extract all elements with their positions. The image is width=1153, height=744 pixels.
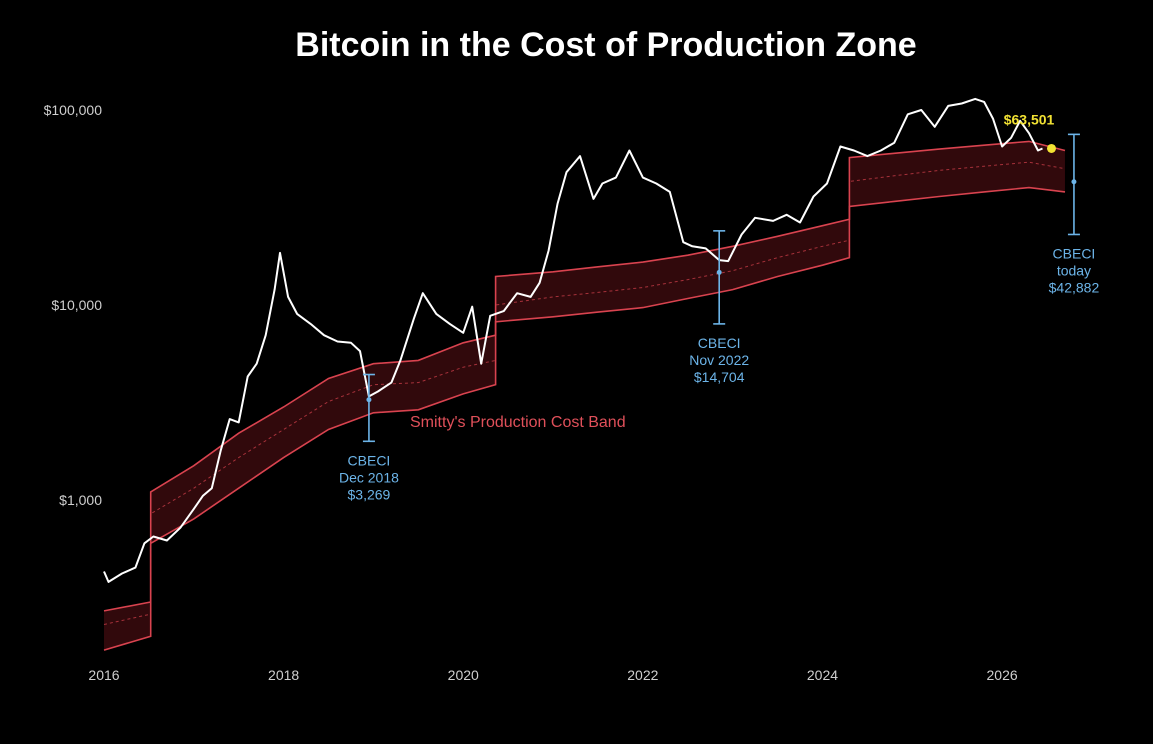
band-fill: [104, 141, 1065, 651]
cbeci-label-line: CBECI: [1053, 245, 1096, 261]
cbeci-value-dot: [716, 269, 722, 275]
band-label: Smitty's Production Cost Band: [410, 414, 626, 431]
cbeci-label-line: Nov 2022: [689, 352, 749, 368]
cbeci-label-line: CBECI: [348, 452, 391, 468]
band-lower-line: [103, 186, 1066, 651]
production-cost-band: [103, 140, 1066, 651]
x-tick-label: 2022: [627, 667, 658, 683]
current-price-dot: [1046, 143, 1056, 153]
axes: 2016 2018 2020 2022 2024 2026 $1,000 $10,000 $10…: [44, 102, 1018, 683]
cbeci-value-dot: [366, 397, 372, 403]
price-series: [103, 97, 1056, 583]
cbeci-label-line: CBECI: [698, 335, 741, 351]
x-tick-label: 2016: [88, 667, 119, 683]
current-price-label: $63,501: [1004, 111, 1055, 127]
band-mid-line: [103, 161, 1066, 625]
x-tick-label: 2024: [807, 667, 838, 683]
chart-title: Bitcoin in the Cost of Production Zone: [295, 26, 916, 64]
band-upper-line: [103, 140, 1066, 612]
cbeci-value-dot: [1071, 179, 1077, 185]
y-tick-label: $100,000: [44, 102, 103, 118]
cbeci-label-line: $3,269: [348, 486, 391, 502]
price-line: [103, 97, 1043, 583]
x-tick-label: 2020: [448, 667, 479, 683]
cbeci-label-line: Dec 2018: [339, 469, 399, 485]
x-tick-label: 2026: [987, 667, 1018, 683]
cbeci-label-line: $42,882: [1049, 279, 1100, 295]
y-tick-label: $10,000: [51, 297, 102, 313]
cbeci-label-line: $14,704: [694, 369, 745, 385]
x-tick-label: 2018: [268, 667, 299, 683]
y-tick-label: $1,000: [59, 492, 102, 508]
cbeci-label-line: today: [1057, 262, 1091, 278]
